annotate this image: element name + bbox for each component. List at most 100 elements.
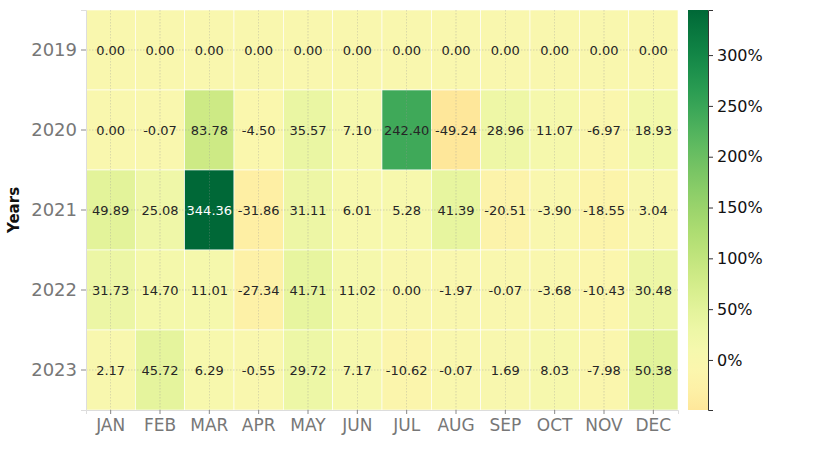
data-label: -10.62 [386, 363, 428, 378]
colorbar-axis: 0%50%100%150%200%250%300% [708, 11, 763, 411]
tick-label: 150% [717, 198, 763, 217]
tick-mark [110, 410, 111, 414]
tick-mark [708, 106, 713, 107]
tick-mark [708, 258, 713, 259]
data-label: 45.72 [141, 363, 178, 378]
tick: 200% [708, 147, 763, 166]
tick-label: JUL [392, 415, 420, 435]
data-label: 14.70 [141, 283, 178, 298]
data-label: -3.90 [538, 203, 572, 218]
data-label: 50.38 [635, 363, 672, 378]
data-label: -10.43 [583, 283, 625, 298]
tick-label: 250% [717, 97, 763, 116]
data-label: 31.11 [289, 203, 326, 218]
data-label: 5.28 [392, 203, 421, 218]
tick-label: 100% [717, 249, 763, 268]
tick-label: 200% [717, 147, 763, 166]
data-label: 11.02 [339, 283, 376, 298]
data-label: 0.00 [294, 43, 323, 58]
data-label: 2.17 [96, 363, 125, 378]
tick-label: APR [242, 415, 276, 435]
tick-label: MAY [290, 415, 326, 435]
data-label: 83.78 [191, 123, 228, 138]
tick: 2020 [31, 119, 86, 140]
chart: 0.000.000.000.000.000.000.000.000.000.00… [0, 0, 840, 455]
tick: 250% [708, 97, 763, 116]
data-label: -49.24 [435, 123, 477, 138]
data-label: 18.93 [635, 123, 672, 138]
data-labels: 0.000.000.000.000.000.000.000.000.000.00… [92, 43, 672, 378]
data-label: 0.00 [392, 283, 421, 298]
tick: MAY [290, 410, 326, 435]
tick-label: AUG [437, 415, 474, 435]
data-label: 0.00 [491, 43, 520, 58]
tick: 100% [708, 249, 763, 268]
tick: JAN [95, 410, 125, 435]
tick: 2022 [31, 279, 86, 300]
data-label: 49.89 [92, 203, 129, 218]
cells [86, 10, 678, 410]
data-label: 242.40 [384, 123, 430, 138]
tick-label: 0% [717, 351, 742, 370]
data-label: 0.00 [244, 43, 273, 58]
tick-mark [357, 410, 358, 414]
tick-mark [554, 410, 555, 414]
tick: AUG [437, 410, 474, 435]
data-label: 35.57 [289, 123, 326, 138]
data-label: -18.55 [583, 203, 625, 218]
data-label: 11.01 [191, 283, 228, 298]
data-label: 344.36 [187, 203, 233, 218]
x-axis: JAN FEB MAR APR MAY JUN JUL AUG SEP OCT NOV DEC [87, 410, 679, 435]
tick-mark [81, 290, 86, 291]
axis-line [709, 11, 714, 411]
tick-mark [81, 50, 86, 51]
data-label: -3.68 [538, 283, 572, 298]
tick-label: DEC [635, 415, 671, 435]
tick-mark [708, 360, 713, 361]
tick-mark [209, 410, 210, 414]
data-label: 0.00 [343, 43, 372, 58]
data-label: -0.07 [439, 363, 473, 378]
tick-mark [708, 55, 713, 56]
tick-mark [456, 410, 457, 414]
data-label: 25.08 [141, 203, 178, 218]
data-label: 0.00 [590, 43, 619, 58]
tick-label: 2023 [31, 359, 77, 380]
data-label: -20.51 [484, 203, 526, 218]
tick-label: 2020 [31, 119, 77, 140]
data-label: 41.71 [289, 283, 326, 298]
tick: 2019 [31, 39, 86, 60]
axis-line [87, 411, 679, 415]
tick: 0% [708, 351, 742, 370]
data-label: -4.50 [242, 123, 276, 138]
data-label: -1.97 [439, 283, 473, 298]
data-label: -7.98 [587, 363, 621, 378]
tick: JUN [341, 410, 372, 435]
tick: DEC [635, 410, 671, 435]
data-label: -0.55 [242, 363, 276, 378]
tick: 150% [708, 198, 763, 217]
tick-mark [653, 410, 654, 414]
tick: NOV [585, 410, 623, 435]
data-label: 28.96 [487, 123, 524, 138]
tick-label: 300% [717, 46, 763, 65]
tick-mark [708, 208, 713, 209]
tick-label: 2022 [31, 279, 77, 300]
data-label: 11.07 [536, 123, 573, 138]
tick-mark [81, 370, 86, 371]
tick-label: JAN [95, 415, 125, 435]
data-label: 0.00 [442, 43, 471, 58]
tick: FEB [144, 410, 176, 435]
tick: MAR [190, 410, 228, 435]
tick-mark [160, 410, 161, 414]
tick: 2023 [31, 359, 86, 380]
data-label: 0.00 [639, 43, 668, 58]
data-label: -0.07 [489, 283, 523, 298]
tick: JUL [392, 410, 420, 435]
data-label: 0.00 [195, 43, 224, 58]
tick-label: JUN [341, 415, 372, 435]
tick-label: SEP [489, 415, 521, 435]
tick-label: OCT [537, 415, 573, 435]
tick-mark [505, 410, 506, 414]
axis-line [81, 11, 87, 411]
